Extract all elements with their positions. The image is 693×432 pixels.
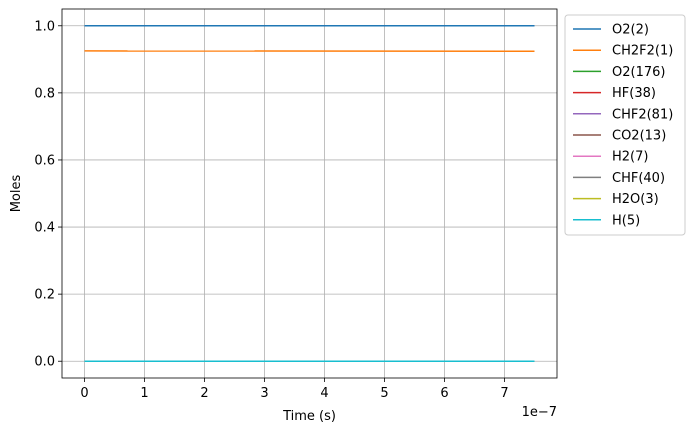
legend-entry-label: HF(38) xyxy=(612,86,656,101)
y-tick-label: 1.0 xyxy=(34,19,55,34)
legend-entry-label: CHF2(81) xyxy=(612,107,673,122)
legend-entry-label: H(5) xyxy=(612,213,640,228)
x-tick-label: 7 xyxy=(500,386,508,401)
legend-entry-label: H2O(3) xyxy=(612,192,659,207)
x-axis-label: Time (s) xyxy=(282,409,336,424)
legend-entry-label: CO2(13) xyxy=(612,129,666,144)
legend-entry-label: CH2F2(1) xyxy=(612,44,673,59)
y-tick-label: 0.8 xyxy=(34,86,55,101)
x-tick-label: 5 xyxy=(380,386,388,401)
x-tick-label: 1 xyxy=(140,386,148,401)
y-axis-label: Moles xyxy=(9,175,24,213)
legend-entry-label: H2(7) xyxy=(612,150,648,165)
axis-ticks: 0 1 2 3 4 5 6 7 0.0 0.2 0.4 0.6 0.8 1.0 xyxy=(34,19,508,401)
x-axis-offset-label: 1e−7 xyxy=(522,405,557,420)
x-tick-label: 2 xyxy=(200,386,208,401)
series-lines xyxy=(84,25,535,362)
grid-lines xyxy=(62,9,557,378)
legend: O2(2) CH2F2(1) O2(176) HF(38) CHF2(81) CO2(13… xyxy=(564,14,686,236)
y-tick-label: 0.6 xyxy=(34,153,55,168)
y-tick-label: 0.2 xyxy=(34,288,55,303)
x-tick-label: 0 xyxy=(80,386,88,401)
legend-entry-label: O2(2) xyxy=(612,23,649,38)
legend-entry-label: O2(176) xyxy=(612,65,665,80)
legend-entry-label: CHF(40) xyxy=(612,171,665,186)
plot-frame xyxy=(61,8,558,379)
legend-frame xyxy=(564,14,686,236)
x-tick-label: 3 xyxy=(260,386,268,401)
y-tick-label: 0.4 xyxy=(34,221,55,236)
x-tick-label: 6 xyxy=(440,386,448,401)
y-tick-label: 0.0 xyxy=(34,355,55,370)
x-tick-label: 4 xyxy=(320,386,328,401)
